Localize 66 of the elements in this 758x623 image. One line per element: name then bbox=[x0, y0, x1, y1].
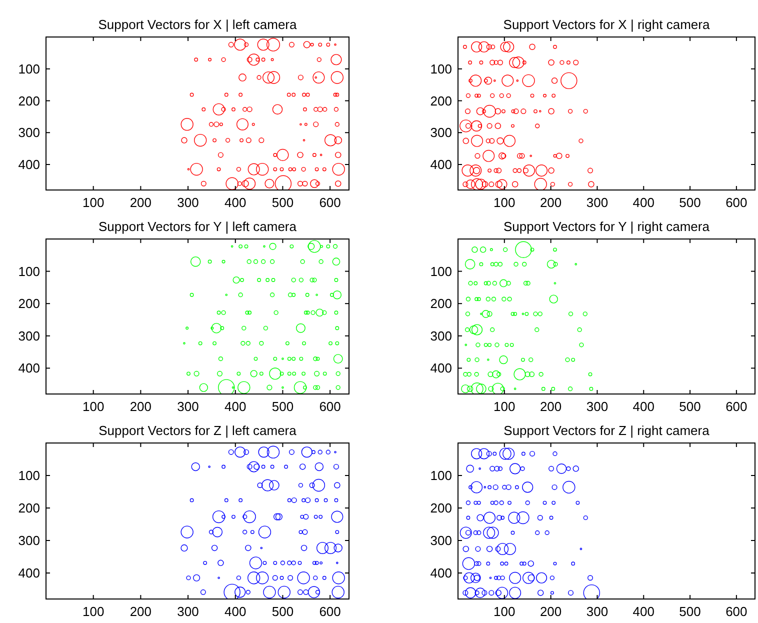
y-tick-label: 300 bbox=[18, 125, 40, 140]
y-tick-label: 100 bbox=[430, 264, 452, 279]
x-tick-label: 500 bbox=[679, 399, 701, 414]
x-tick-label: 300 bbox=[586, 399, 608, 414]
x-tick-label: 500 bbox=[272, 399, 294, 414]
chart-title: Support Vectors for Z | left camera bbox=[98, 423, 298, 438]
x-tick-label: 400 bbox=[224, 604, 246, 619]
x-tick-label: 400 bbox=[632, 604, 654, 619]
y-tick-label: 300 bbox=[18, 533, 40, 548]
y-tick-label: 100 bbox=[18, 264, 40, 279]
x-tick-label: 600 bbox=[726, 399, 748, 414]
x-tick-label: 600 bbox=[319, 195, 341, 210]
x-tick-label: 600 bbox=[319, 399, 341, 414]
y-tick-label: 100 bbox=[18, 61, 40, 76]
y-tick-label: 200 bbox=[430, 500, 452, 516]
x-tick-label: 100 bbox=[82, 399, 104, 414]
y-tick-label: 300 bbox=[430, 125, 452, 140]
x-tick-label: 300 bbox=[586, 604, 608, 619]
x-tick-label: 500 bbox=[272, 195, 294, 210]
y-tick-label: 200 bbox=[18, 296, 40, 312]
x-tick-label: 100 bbox=[494, 195, 516, 210]
y-tick-label: 400 bbox=[18, 566, 40, 580]
chart-title: Support Vectors for Y | right camera bbox=[504, 219, 710, 234]
y-tick-label: 100 bbox=[430, 61, 452, 76]
x-tick-label: 400 bbox=[224, 195, 246, 210]
x-tick-label: 200 bbox=[540, 399, 562, 414]
x-tick-label: 400 bbox=[632, 195, 654, 210]
y-tick-label: 200 bbox=[18, 93, 40, 108]
x-tick-label: 500 bbox=[679, 195, 701, 210]
chart-title: Support Vectors for Y | left camera bbox=[98, 219, 298, 234]
y-tick-label: 300 bbox=[430, 328, 452, 344]
y-tick-label: 200 bbox=[430, 93, 452, 108]
x-tick-label: 600 bbox=[319, 604, 341, 619]
x-tick-label: 300 bbox=[177, 195, 199, 210]
x-tick-label: 300 bbox=[177, 604, 199, 619]
y-tick-label: 400 bbox=[18, 360, 40, 376]
y-tick-label: 100 bbox=[18, 468, 40, 483]
x-tick-label: 600 bbox=[726, 604, 748, 619]
y-tick-label: 200 bbox=[18, 500, 40, 516]
x-tick-label: 400 bbox=[632, 399, 654, 414]
x-tick-label: 400 bbox=[224, 399, 246, 414]
chart-title: Support Vectors for X | left camera bbox=[98, 17, 298, 32]
y-tick-label: 400 bbox=[430, 566, 452, 580]
y-tick-label: 400 bbox=[430, 360, 452, 376]
x-tick-label: 100 bbox=[82, 195, 104, 210]
x-tick-label: 100 bbox=[82, 604, 104, 619]
x-tick-label: 200 bbox=[540, 195, 562, 210]
chart-title: Support Vectors for X | right camera bbox=[503, 17, 710, 32]
x-tick-label: 100 bbox=[494, 604, 516, 619]
x-tick-label: 200 bbox=[540, 604, 562, 619]
x-tick-label: 200 bbox=[130, 195, 152, 210]
y-tick-label: 300 bbox=[18, 328, 40, 344]
x-tick-label: 600 bbox=[726, 195, 748, 210]
x-tick-label: 300 bbox=[586, 195, 608, 210]
x-tick-label: 100 bbox=[494, 399, 516, 414]
chart-title: Support Vectors for Z | right camera bbox=[504, 423, 710, 438]
x-tick-label: 500 bbox=[272, 604, 294, 619]
y-tick-label: 100 bbox=[430, 468, 452, 483]
x-tick-label: 300 bbox=[177, 399, 199, 414]
y-tick-label: 400 bbox=[430, 157, 452, 172]
y-tick-label: 300 bbox=[430, 533, 452, 548]
y-tick-label: 200 bbox=[430, 296, 452, 312]
x-tick-label: 200 bbox=[130, 604, 152, 619]
y-tick-label: 400 bbox=[18, 157, 40, 172]
x-tick-label: 200 bbox=[130, 399, 152, 414]
x-tick-label: 500 bbox=[679, 604, 701, 619]
